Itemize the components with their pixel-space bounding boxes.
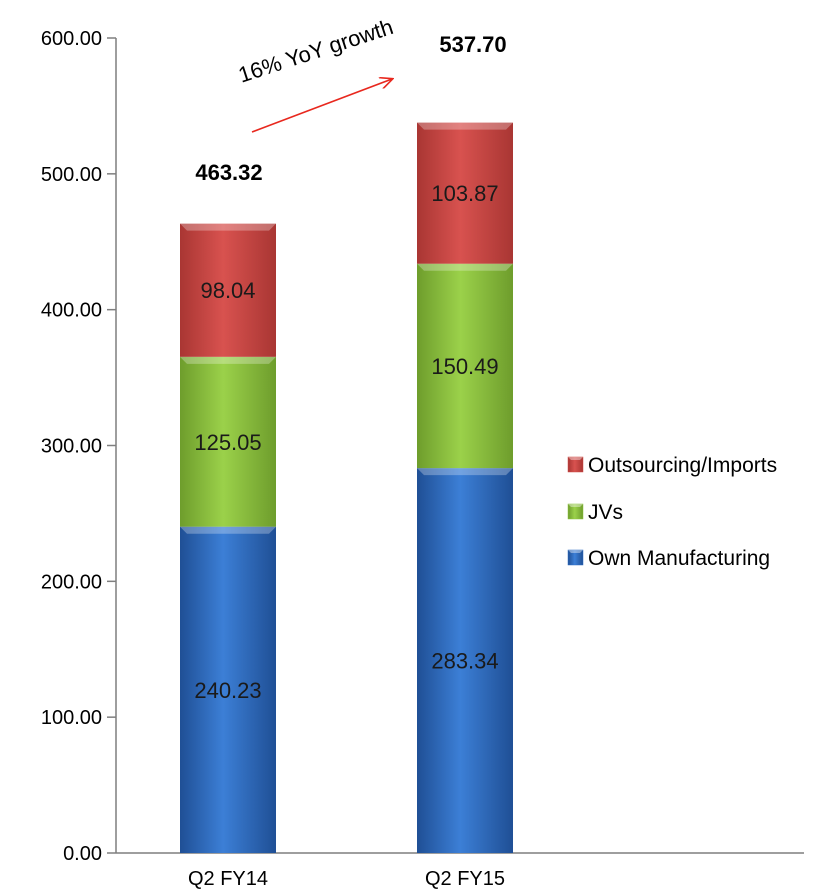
- total-label: 537.70: [439, 32, 506, 57]
- bar-value-label: 103.87: [431, 181, 498, 206]
- legend-swatch-bevel: [568, 504, 583, 507]
- bar-segment: [417, 122, 513, 264]
- legend-swatch-bevel: [568, 550, 583, 553]
- y-tick-label: 100.00: [41, 707, 102, 729]
- bar-value-label: 240.23: [194, 678, 261, 703]
- y-axis-ticks: 0.00 100.00 200.00 300.00 400.00 500.00 600.00: [41, 28, 116, 865]
- y-tick-label: 400.00: [41, 300, 102, 322]
- bar-segment: [180, 526, 276, 853]
- bar-segment: [417, 263, 513, 469]
- legend-swatch: [567, 503, 584, 520]
- total-label: 463.32: [195, 160, 262, 185]
- legend-swatch: [567, 456, 584, 473]
- bar-value-label: 150.49: [431, 354, 498, 379]
- y-tick-label: 0.00: [63, 843, 102, 865]
- legend-swatch: [567, 549, 584, 566]
- bar-segment: [417, 468, 513, 853]
- legend-swatch-bevel: [568, 457, 583, 460]
- bar-value-label: 125.05: [194, 430, 261, 455]
- y-tick-label: 500.00: [41, 164, 102, 186]
- y-tick-label: 300.00: [41, 436, 102, 458]
- yoy-growth-arrow: [251, 79, 392, 133]
- y-tick-label: 200.00: [41, 571, 102, 593]
- legend-label: JVs: [588, 501, 623, 524]
- x-tick-label: Q2 FY15: [425, 868, 505, 890]
- yoy-growth-annotation: 16% YoY growth: [235, 14, 396, 133]
- bar-value-label: 98.04: [200, 278, 255, 303]
- bar-segment-bevel: [180, 223, 276, 231]
- bar-segment: [180, 223, 276, 357]
- x-axis-labels: Q2 FY14 Q2 FY15: [188, 868, 505, 890]
- legend: Outsourcing/Imports JVs Own Manufacturing: [567, 454, 777, 570]
- bars: 240.23 125.05 98.04 283.34 150.49 103.87: [180, 122, 513, 853]
- bar-segment-bevel: [180, 526, 276, 534]
- yoy-growth-text: 16% YoY growth: [235, 14, 396, 88]
- legend-label: Own Manufacturing: [588, 547, 770, 570]
- bar-segment-bevel: [417, 263, 513, 271]
- bar-segment: [180, 356, 276, 527]
- legend-label: Outsourcing/Imports: [588, 454, 777, 477]
- bar-segment-bevel: [417, 122, 513, 130]
- bar-value-label: 283.34: [431, 649, 498, 674]
- y-tick-label: 600.00: [41, 28, 102, 50]
- total-labels: 463.32 537.70: [195, 32, 506, 185]
- bar-segment-bevel: [180, 356, 276, 364]
- x-tick-label: Q2 FY14: [188, 868, 268, 890]
- bar-segment-bevel: [417, 468, 513, 476]
